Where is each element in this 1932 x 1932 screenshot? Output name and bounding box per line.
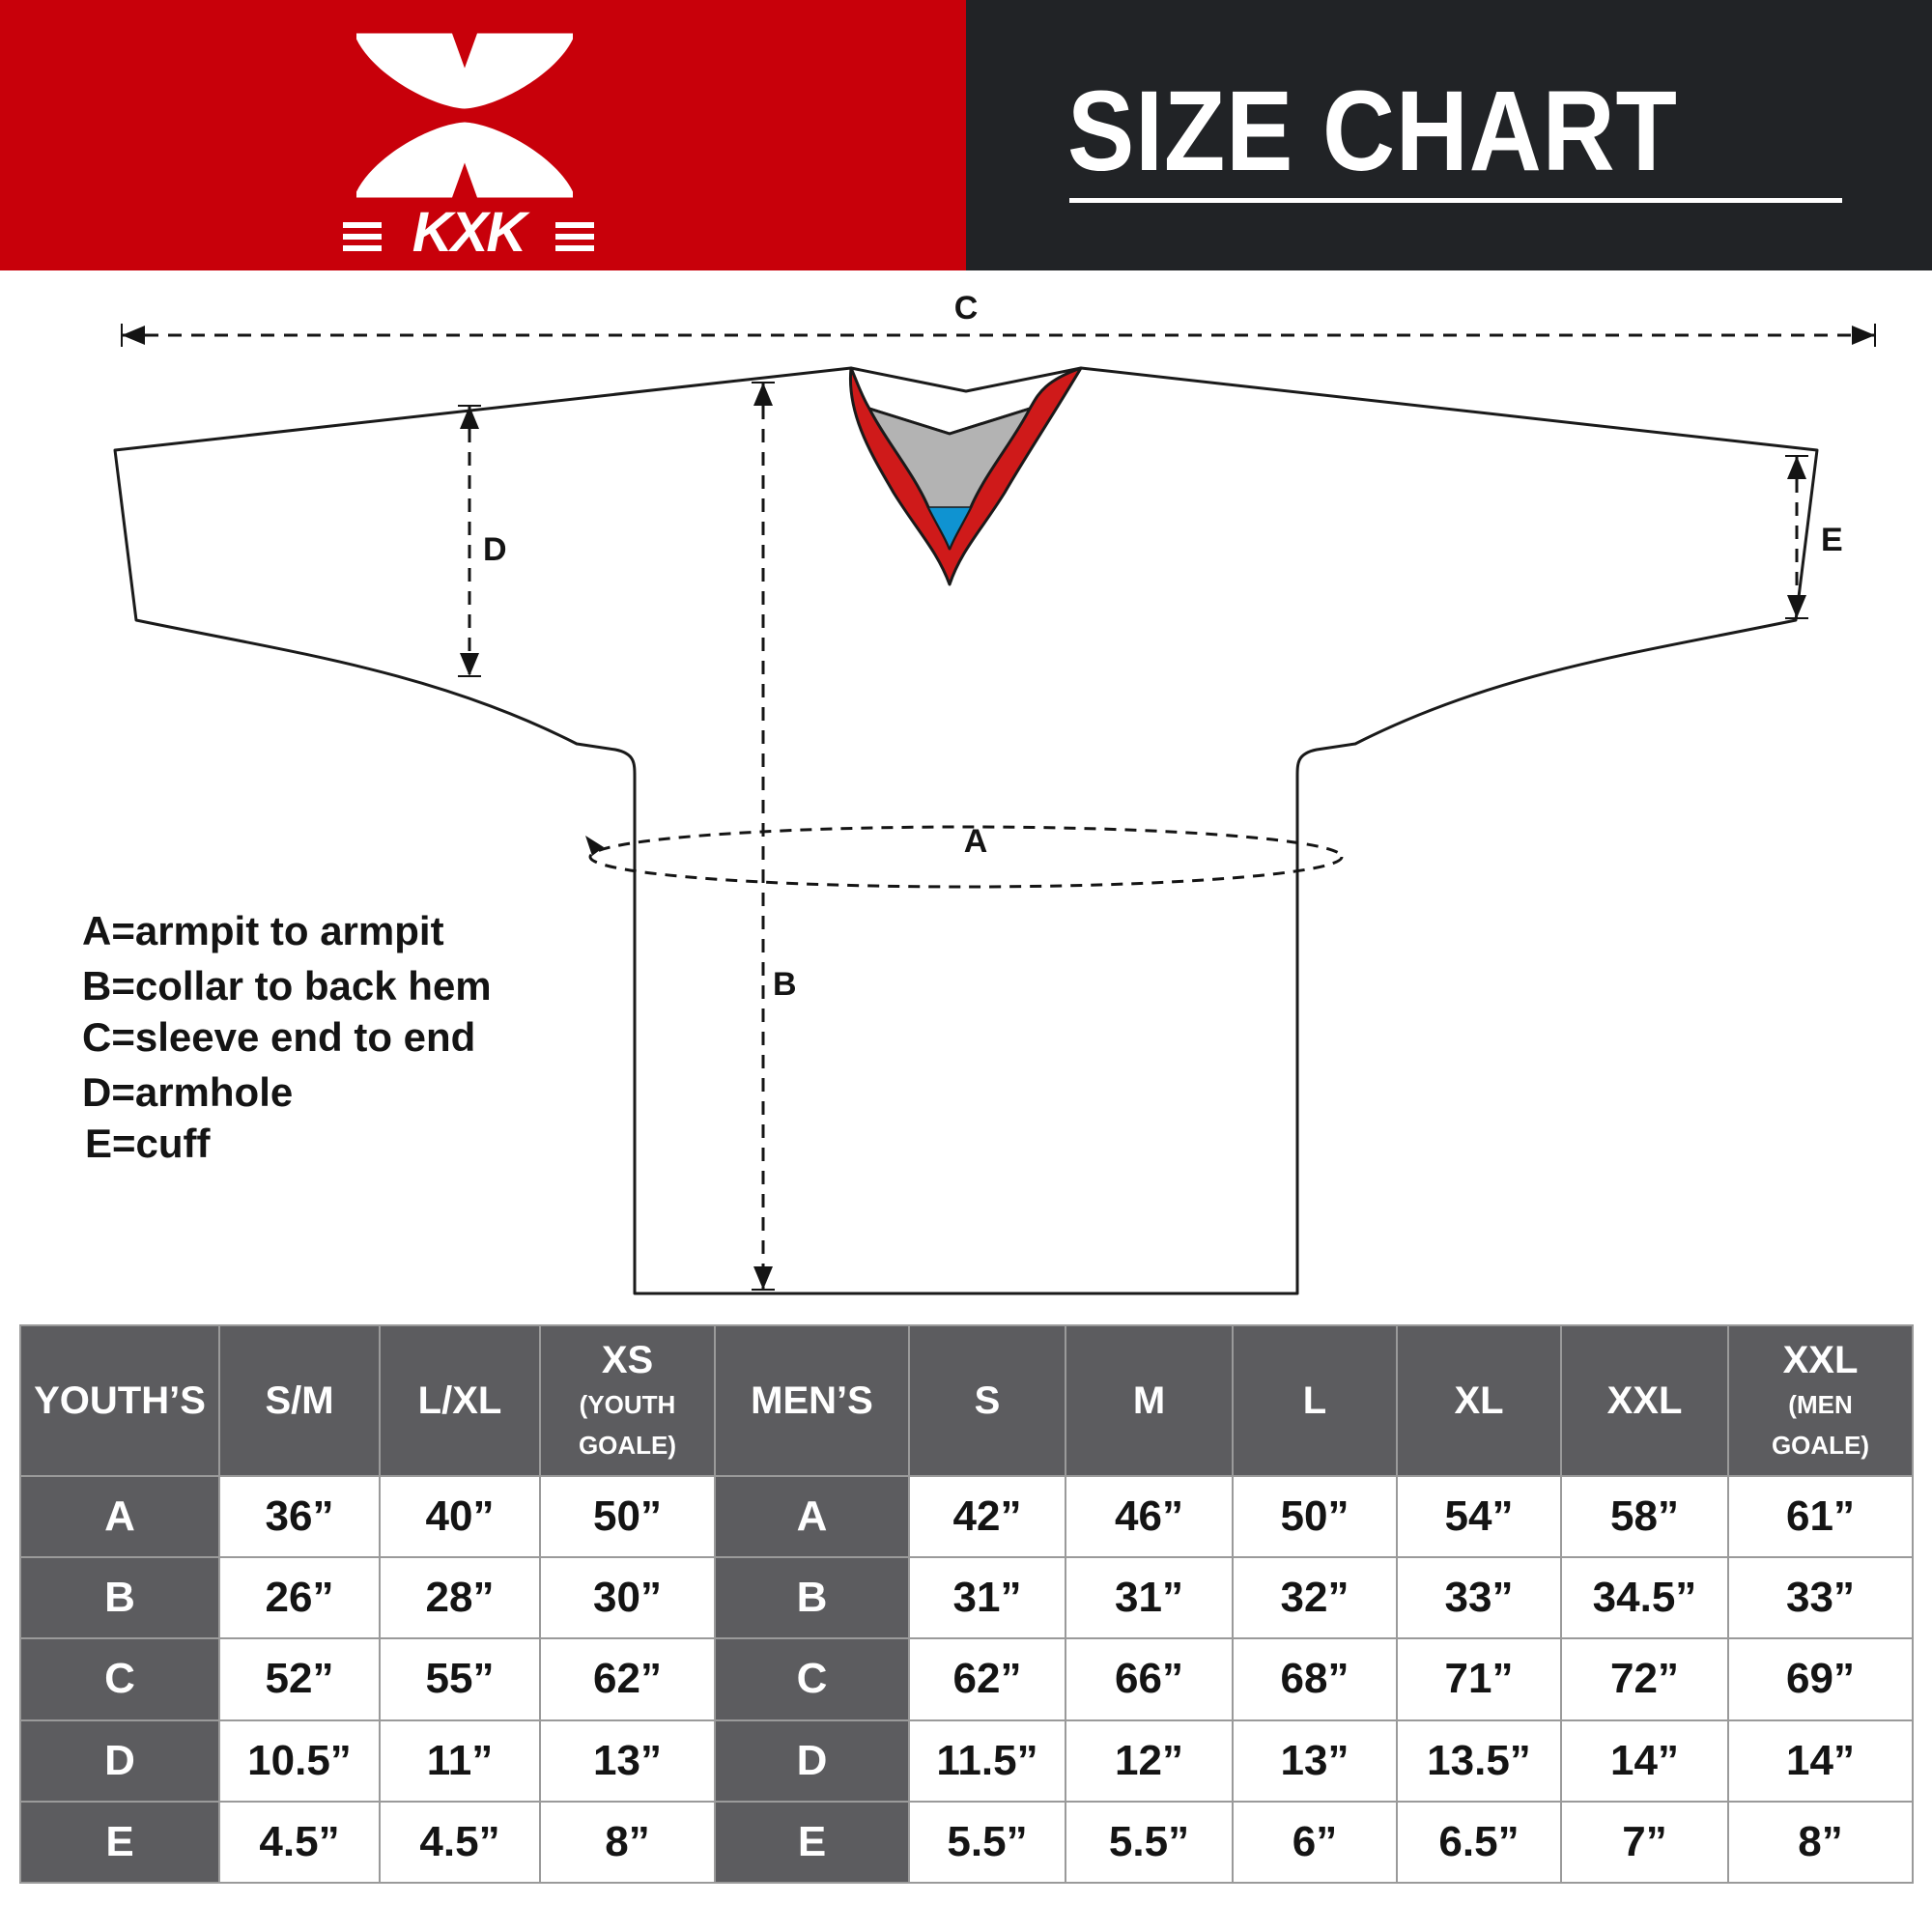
svg-text:E: E: [1821, 522, 1843, 558]
svg-text:D: D: [483, 531, 507, 568]
svg-text:D=armhole: D=armhole: [82, 1069, 293, 1115]
svg-text:A=armpit to armpit: A=armpit to armpit: [82, 908, 444, 953]
svg-text:C=sleeve end to end: C=sleeve end to end: [82, 1014, 475, 1060]
svg-text:B=collar to back hem: B=collar to back hem: [82, 963, 492, 1009]
svg-text:KXK: KXK: [412, 201, 531, 259]
svg-text:A: A: [964, 823, 988, 860]
svg-text:C: C: [954, 290, 979, 327]
svg-text:B: B: [773, 966, 797, 1003]
svg-text:E=cuff: E=cuff: [85, 1121, 212, 1166]
